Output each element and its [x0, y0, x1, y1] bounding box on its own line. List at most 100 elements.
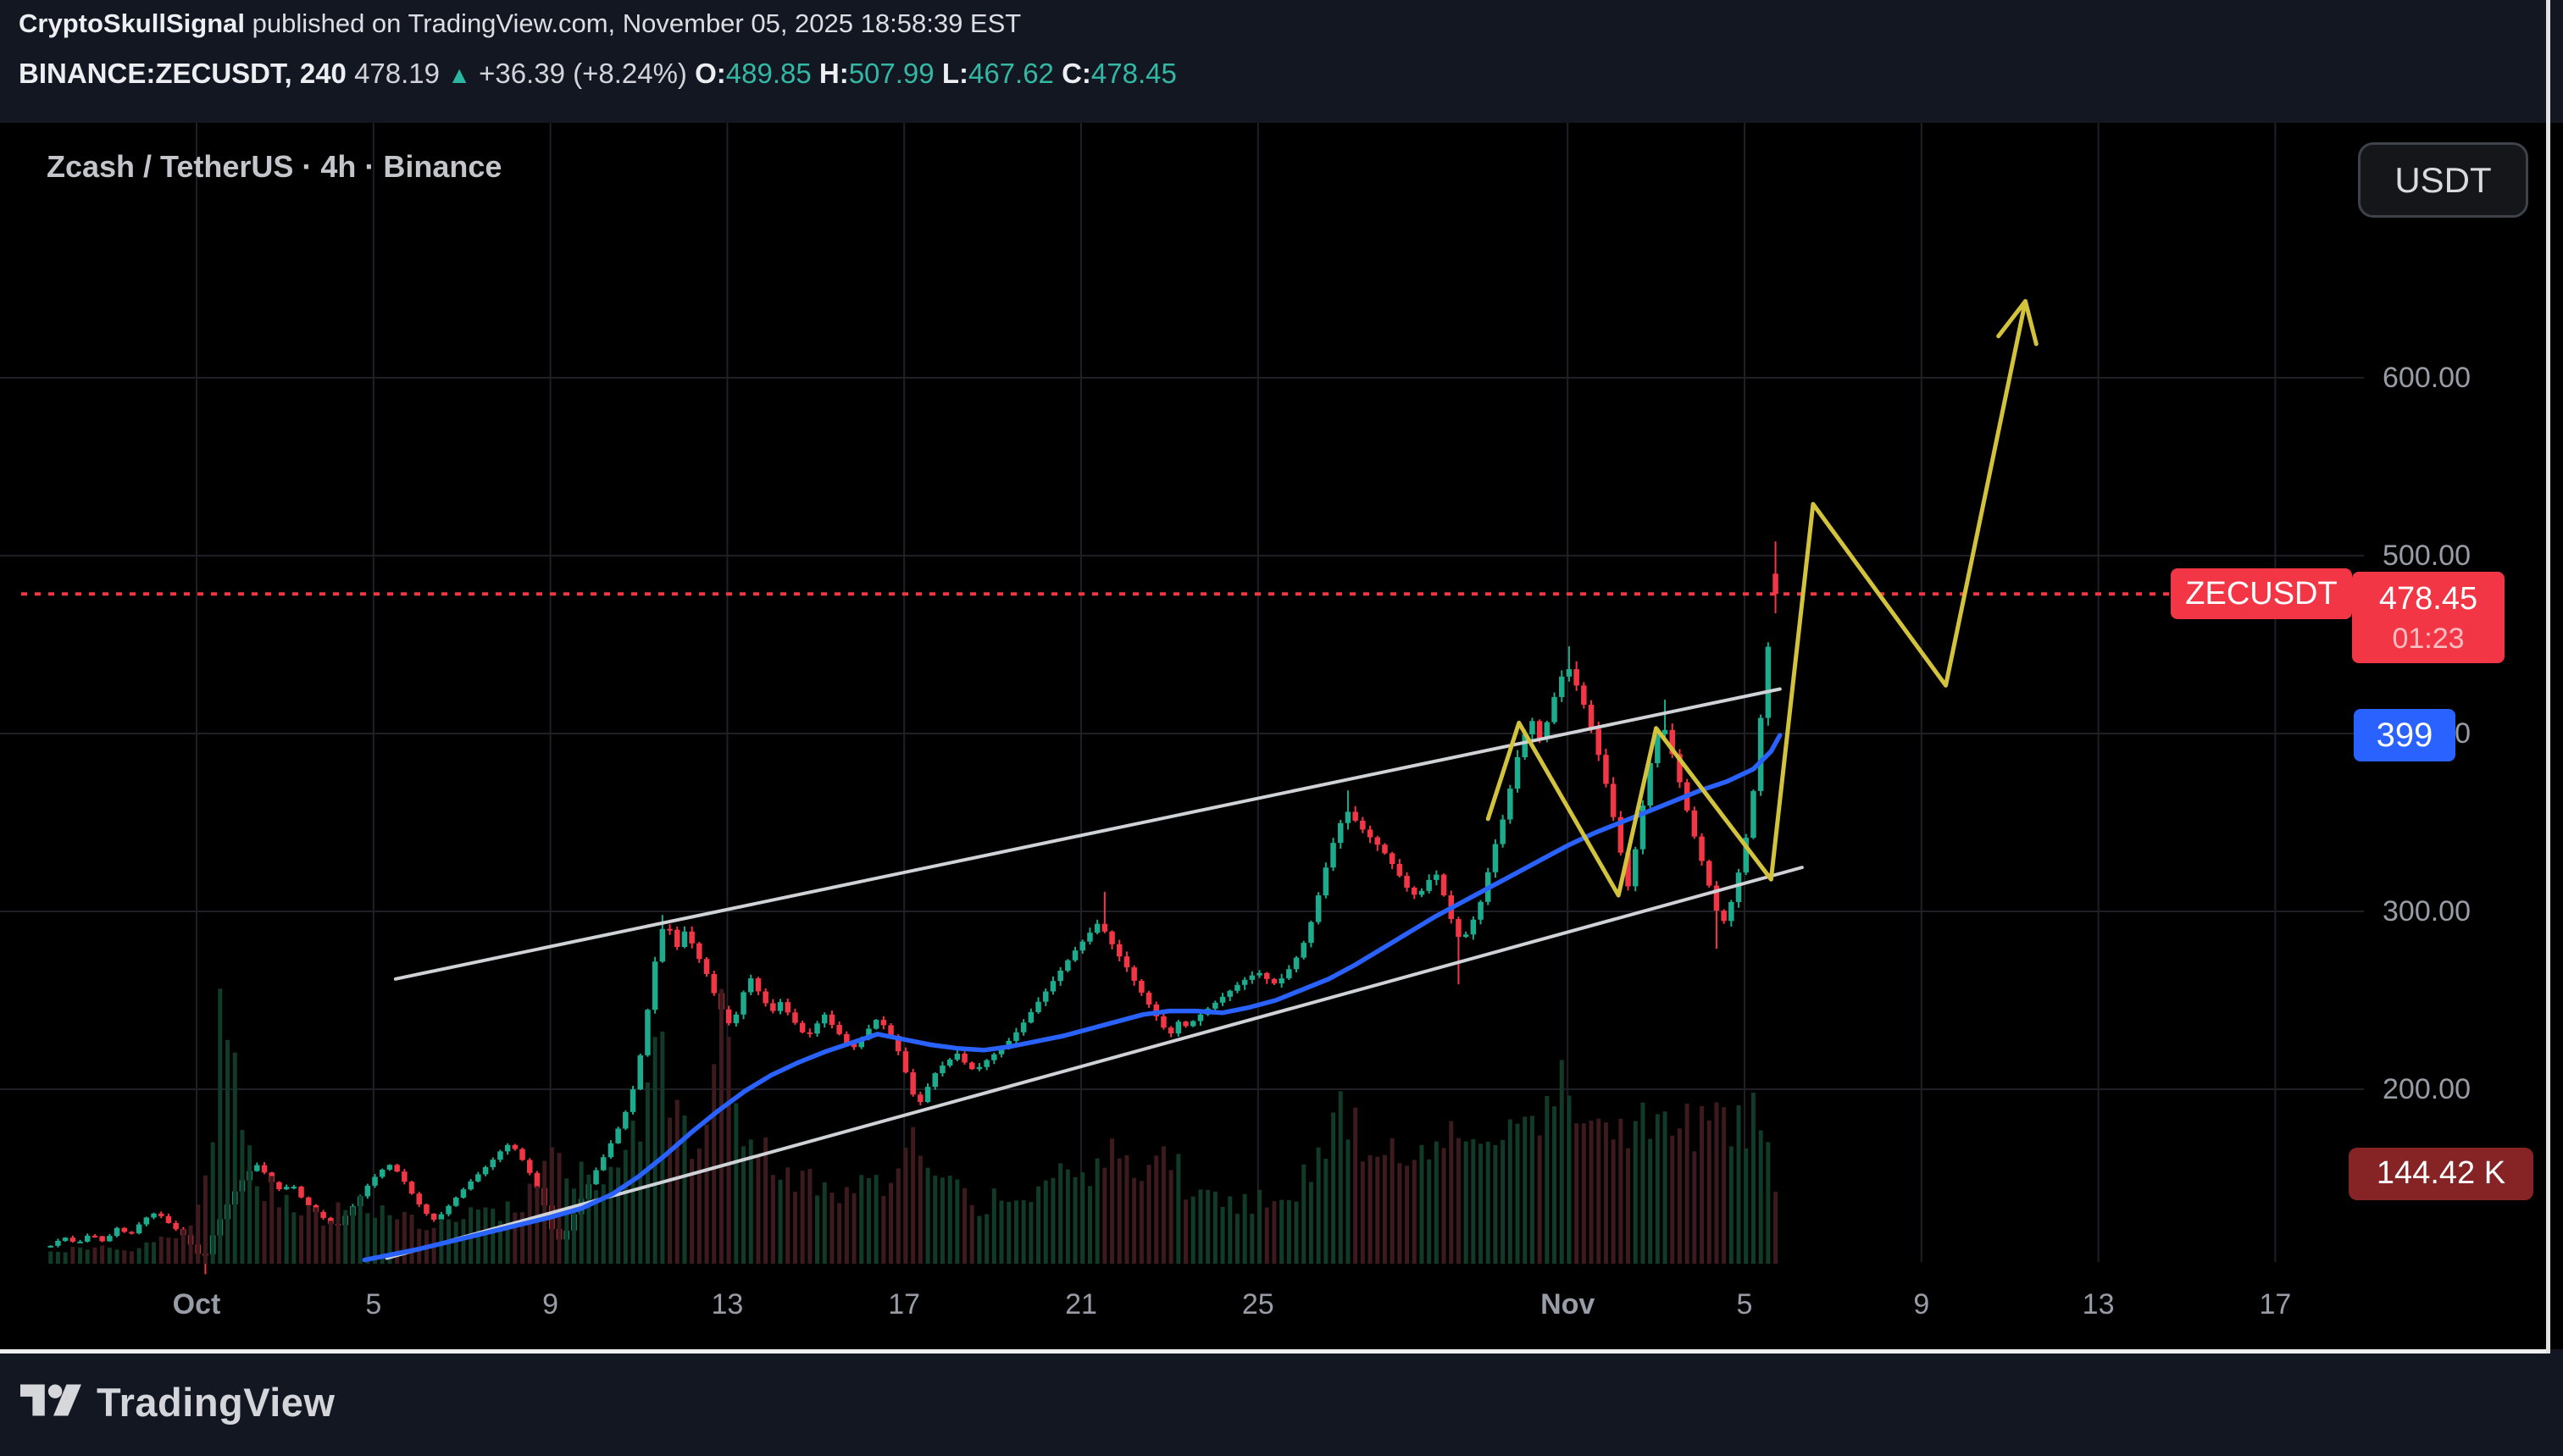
chart-plot-area[interactable] — [0, 123, 2563, 1349]
volume-bar — [78, 1247, 83, 1264]
candle-body — [276, 1182, 282, 1190]
candle-body — [1617, 817, 1624, 853]
candle-body — [755, 978, 762, 992]
candle-body — [1249, 975, 1256, 980]
volume-bar — [70, 1246, 75, 1264]
channel-line-upper[interactable] — [393, 687, 1782, 981]
volume-bar — [1456, 1138, 1461, 1264]
volume-bar — [497, 1221, 502, 1264]
candle-body — [962, 1054, 968, 1063]
candle-body — [1735, 872, 1742, 902]
up-triangle-icon: ▲ — [447, 62, 471, 88]
volume-bar — [1220, 1206, 1225, 1264]
volume-bar — [668, 1117, 673, 1264]
candle-body — [1123, 956, 1130, 968]
time-tick-label: 17 — [2259, 1288, 2292, 1320]
volume-bar — [1176, 1154, 1181, 1264]
volume-bar — [969, 1204, 974, 1264]
volume-bar — [690, 1159, 695, 1264]
volume-bar — [1677, 1128, 1682, 1264]
volume-bar — [174, 1237, 179, 1264]
candle-body — [1610, 783, 1617, 817]
volume-bar — [940, 1177, 945, 1264]
volume-bar — [328, 1221, 333, 1264]
candle-body — [1345, 811, 1351, 823]
volume-bar — [1095, 1158, 1100, 1264]
candle-body — [1116, 944, 1123, 957]
price-tick-label: 300.00 — [2383, 895, 2471, 927]
candle-body — [866, 1028, 872, 1039]
volume-bar — [1449, 1121, 1454, 1264]
candle-body — [1713, 885, 1720, 911]
candle-body — [47, 1245, 53, 1248]
volume-bar — [933, 1176, 938, 1264]
volume-bar — [881, 1195, 886, 1264]
volume-bar — [491, 1208, 496, 1264]
volume-bar — [321, 1225, 326, 1264]
volume-bar — [792, 1192, 797, 1264]
volume-bar — [1589, 1120, 1594, 1264]
volume-bar — [240, 1129, 245, 1264]
candle-body — [984, 1060, 990, 1067]
volume-bar — [417, 1228, 422, 1264]
tradingview-footer[interactable]: TradingView — [20, 1377, 336, 1426]
chart-title-watermark: Zcash / TetherUS · 4h · Binance — [47, 149, 502, 184]
volume-bar — [1367, 1154, 1373, 1264]
volume-bar — [535, 1186, 540, 1264]
candle-body — [446, 1205, 452, 1215]
candle-body — [1279, 978, 1284, 984]
volume-bar — [188, 1225, 193, 1264]
projection-zigzag[interactable] — [1485, 299, 2028, 898]
candle-body — [1042, 991, 1049, 1002]
candle-body — [829, 1014, 835, 1026]
candle-body — [858, 1038, 864, 1048]
candle-body — [1161, 1016, 1167, 1028]
volume-bar — [1501, 1139, 1506, 1264]
volume-bar — [92, 1247, 97, 1264]
usdt-currency-button[interactable]: USDT — [2358, 142, 2528, 218]
candle-body — [534, 1172, 541, 1188]
volume-bar — [1242, 1193, 1247, 1264]
volume-bar — [166, 1237, 171, 1264]
volume-bar — [380, 1205, 385, 1264]
candle-body — [1094, 923, 1101, 933]
candle-body — [1301, 943, 1306, 958]
volume-bar — [778, 1179, 783, 1264]
volume-bar — [1139, 1181, 1144, 1264]
channel-line-lower[interactable] — [385, 866, 1804, 1260]
candle-body — [1286, 969, 1292, 979]
volume-bar — [660, 1031, 665, 1264]
candle-body — [424, 1204, 430, 1214]
candle-body — [1434, 874, 1440, 880]
volume-bar — [1043, 1180, 1048, 1264]
candle-body — [792, 1012, 798, 1023]
volume-bar — [1596, 1118, 1601, 1264]
volume-bar — [1154, 1155, 1159, 1264]
candle-body — [62, 1237, 69, 1241]
volume-bar — [107, 1247, 112, 1264]
volume-bar — [1523, 1116, 1528, 1264]
projection-arrowhead — [2022, 299, 2039, 346]
candle-body — [777, 1002, 784, 1011]
time-tick-label: 5 — [365, 1288, 382, 1320]
volume-bar — [770, 1175, 775, 1264]
volume-bar — [1272, 1201, 1277, 1264]
candle-body — [1360, 820, 1366, 830]
candle-body — [1183, 1021, 1189, 1027]
candle-body — [77, 1241, 83, 1243]
volume-bar — [336, 1202, 341, 1264]
volume-bar — [291, 1212, 297, 1264]
volume-bar — [1279, 1199, 1284, 1264]
volume-bar — [1065, 1169, 1070, 1264]
candle-body — [482, 1166, 489, 1175]
volume-bar — [1110, 1138, 1115, 1264]
volume-bar — [483, 1207, 488, 1264]
candle-body — [1699, 836, 1705, 861]
volume-bar — [1507, 1119, 1512, 1264]
candle-body — [747, 978, 754, 993]
volume-bar — [918, 1155, 923, 1264]
volume-bar — [859, 1175, 864, 1264]
candle-body — [107, 1236, 113, 1242]
volume-bar — [1736, 1104, 1741, 1264]
